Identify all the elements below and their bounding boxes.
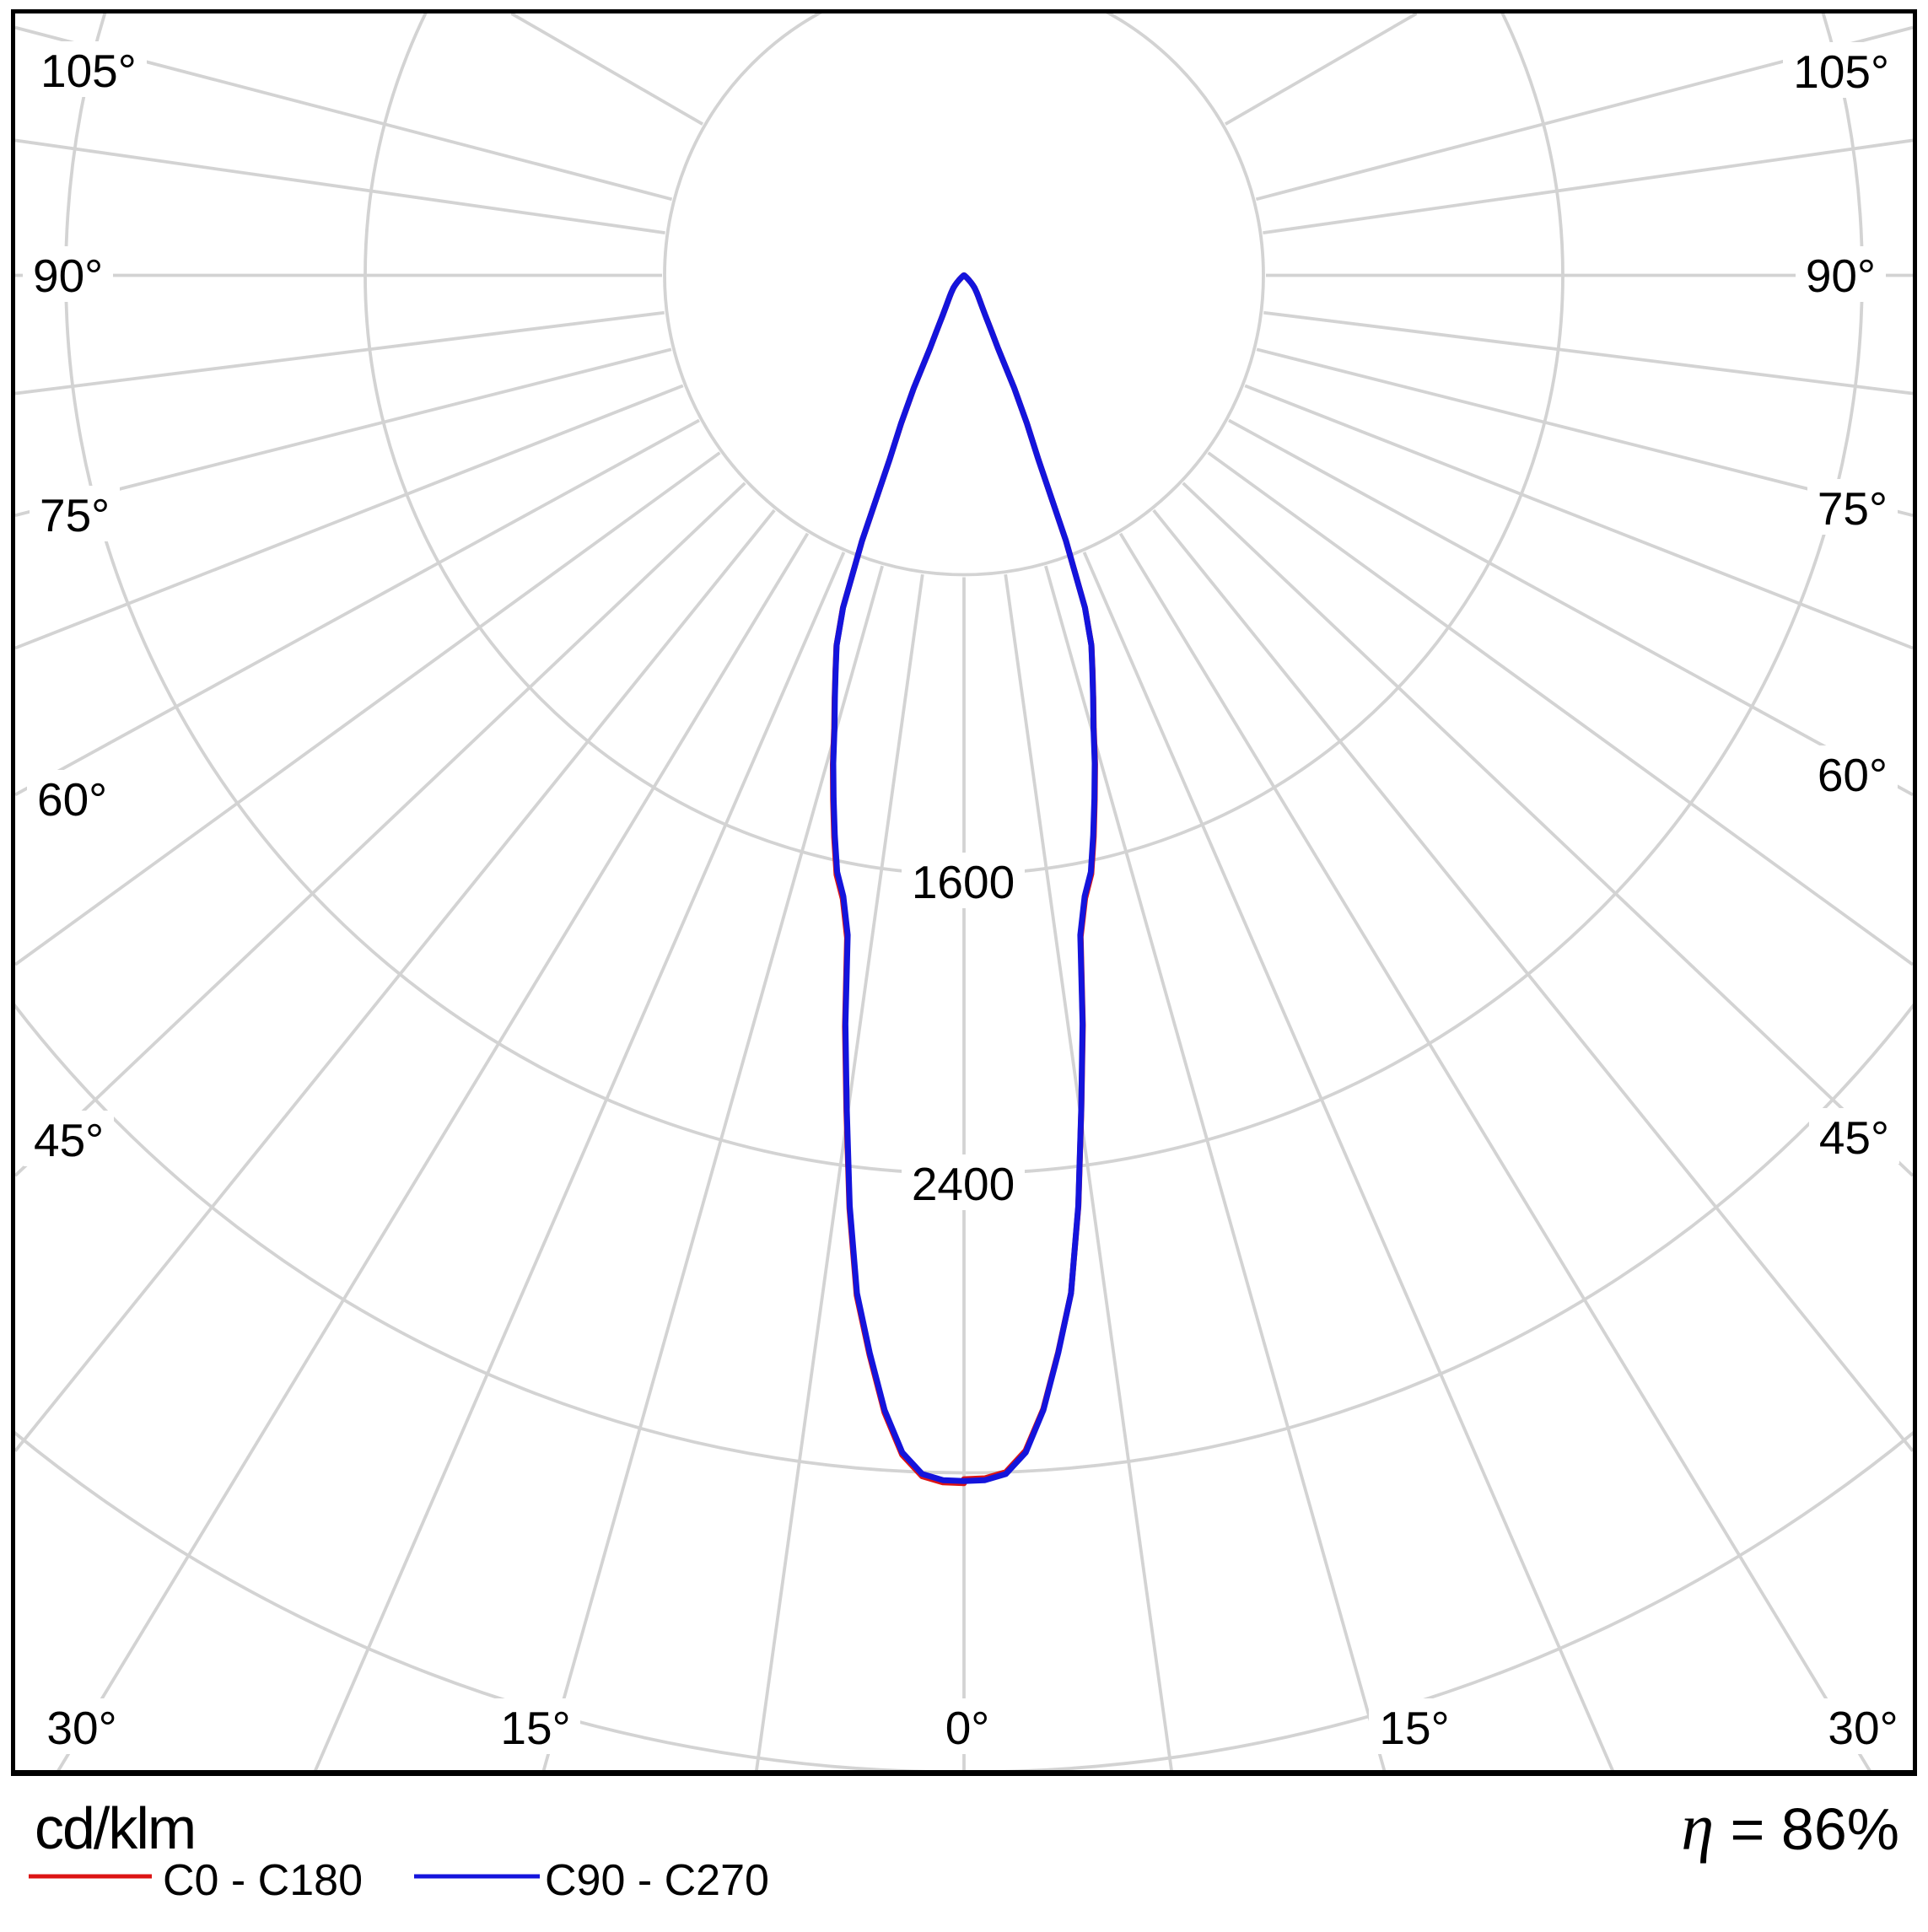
svg-text:105°: 105° — [40, 45, 137, 97]
svg-text:60°: 60° — [1818, 749, 1888, 801]
svg-text:45°: 45° — [34, 1114, 104, 1166]
svg-text:30°: 30° — [46, 1702, 116, 1754]
svg-text:0°: 0° — [945, 1702, 990, 1754]
svg-text:C90 - C270: C90 - C270 — [545, 1856, 769, 1905]
svg-text:90°: 90° — [33, 250, 103, 302]
svg-text:15°: 15° — [500, 1702, 570, 1754]
svg-text:2400: 2400 — [912, 1158, 1015, 1210]
svg-text:cd/klm: cd/klm — [35, 1795, 195, 1861]
svg-text:C0 - C180: C0 - C180 — [163, 1856, 363, 1905]
svg-text:105°: 105° — [1793, 46, 1889, 98]
svg-text:45°: 45° — [1819, 1111, 1889, 1164]
svg-text:75°: 75° — [40, 489, 110, 541]
svg-text:60°: 60° — [37, 773, 107, 826]
svg-text:η = 86%: η = 86% — [1681, 1790, 1899, 1864]
svg-text:90°: 90° — [1806, 250, 1876, 302]
svg-text:30°: 30° — [1828, 1702, 1898, 1754]
svg-text:1600: 1600 — [912, 856, 1015, 908]
svg-text:75°: 75° — [1818, 482, 1888, 535]
svg-text:15°: 15° — [1379, 1702, 1449, 1754]
